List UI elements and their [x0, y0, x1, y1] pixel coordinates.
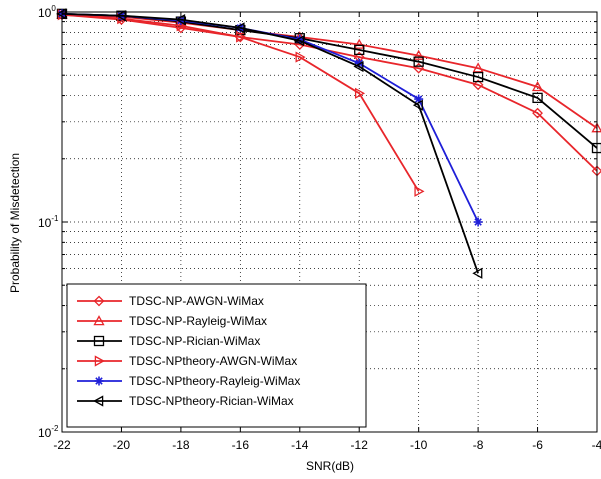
- triangle-left-marker: [293, 35, 305, 47]
- triangle-right-marker: [236, 31, 247, 43]
- triangle-right-marker: [295, 51, 306, 63]
- legend-label: TDSC-NP-AWGN-WiMax: [129, 294, 264, 308]
- star-marker-stroke: [95, 377, 103, 385]
- star-marker-stroke: [414, 95, 423, 103]
- triangle-up-marker: [472, 62, 484, 73]
- plot-area-frame: [61, 11, 598, 433]
- star-marker: [94, 376, 104, 386]
- star-marker: [473, 217, 483, 227]
- y-tick-base: 10: [38, 6, 52, 20]
- star-marker-stroke: [177, 16, 185, 25]
- triangle-right-marker: [94, 355, 105, 367]
- triangle-left-marker: [234, 22, 245, 34]
- legend: TDSC-NP-AWGN-WiMax TDSC-NP-Rayleig-WiMax T…: [66, 283, 367, 428]
- square-marker: [532, 92, 543, 104]
- star-marker-stroke: [474, 218, 482, 226]
- square-marker: [354, 44, 365, 56]
- x-tick-label: -18: [172, 438, 190, 452]
- legend-entry: TDSC-NPtheory-Rayleig-WiMax: [77, 374, 300, 388]
- triangle-up-marker: [93, 315, 105, 326]
- square-marker: [472, 71, 484, 83]
- x-tick-label: -6: [532, 438, 543, 452]
- series-line: [61, 13, 598, 129]
- legend-label: TDSC-NPtheory-Rician-WiMax: [129, 394, 294, 408]
- diamond-marker: [532, 107, 543, 119]
- triangle-left-marker: [115, 10, 126, 22]
- x-tick-label: -8: [473, 438, 484, 452]
- legend-entry: TDSC-NP-Rician-WiMax: [77, 334, 260, 348]
- y-tick-exponent: -2: [51, 424, 59, 433]
- triangle-right-marker: [354, 87, 366, 99]
- legend-label: TDSC-NPtheory-AWGN-WiMax: [129, 354, 297, 368]
- legend-entry: TDSC-NP-Rayleig-WiMax: [77, 314, 267, 328]
- y-tick-label: 100: [38, 4, 56, 20]
- y-tick-exponent: -1: [51, 214, 59, 223]
- legend-label: TDSC-NP-Rayleig-WiMax: [129, 314, 267, 328]
- y-tick-label: 10-2: [38, 424, 59, 440]
- triangle-left-marker: [175, 13, 186, 26]
- legend-entry: TDSC-NP-AWGN-WiMax: [77, 294, 264, 308]
- triangle-up-marker: [531, 81, 544, 92]
- x-tick-label: -16: [232, 438, 250, 452]
- triangle-left-marker: [412, 99, 423, 111]
- square-marker: [413, 56, 424, 67]
- legend-label: TDSC-NP-Rician-WiMax: [129, 334, 260, 348]
- triangle-left-marker: [93, 395, 104, 407]
- legend-entry: TDSC-NPtheory-Rician-WiMax: [77, 394, 294, 408]
- x-axis-label: SNR(dB): [306, 459, 354, 473]
- x-tick-label: -12: [351, 438, 369, 452]
- legend-entry: TDSC-NPtheory-AWGN-WiMax: [77, 354, 297, 368]
- square-marker: [93, 335, 105, 347]
- diamond-marker: [472, 79, 484, 91]
- triangle-left-marker: [472, 267, 483, 279]
- x-tick-label: -10: [410, 438, 428, 452]
- y-tick-exponent: 0: [51, 4, 56, 13]
- diamond-marker: [93, 295, 105, 307]
- y-tick-base: 10: [38, 426, 52, 440]
- y-tick-base: 10: [38, 216, 52, 230]
- x-tick-label: -4: [592, 438, 601, 452]
- series-lines: [56, 8, 601, 279]
- y-axis-label: Probability of Misdetection: [8, 153, 22, 293]
- triangle-up-marker: [353, 38, 365, 49]
- legend-label: TDSC-NPtheory-Rayleig-WiMax: [129, 374, 300, 388]
- series-line: [61, 12, 479, 274]
- triangle-left-marker: [353, 60, 364, 73]
- y-tick-label: 10-1: [38, 214, 59, 230]
- triangle-right-marker: [414, 185, 425, 197]
- triangle-up-marker: [413, 49, 425, 60]
- x-tick-label: -22: [53, 438, 71, 452]
- x-tick-label: -14: [291, 438, 309, 452]
- series-6: [56, 8, 483, 279]
- legend-box: [66, 283, 367, 428]
- x-tick-label: -20: [113, 438, 131, 452]
